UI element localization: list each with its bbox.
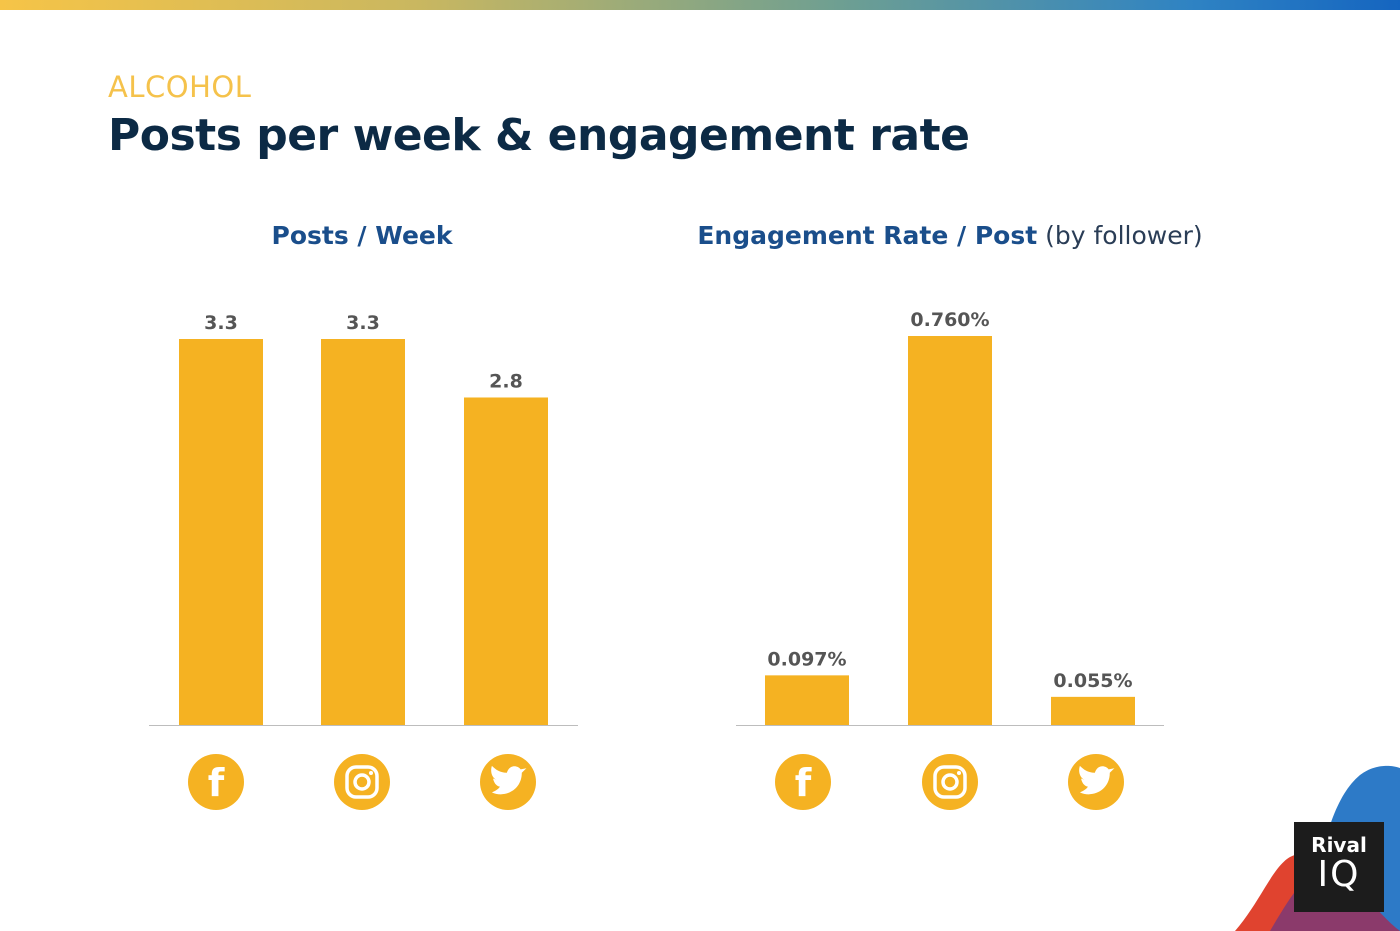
bar-twitter [464,397,548,725]
facebook-glyph: f [208,761,225,805]
icon-circle [188,754,244,810]
data-label-instagram: 0.760% [910,309,989,331]
icon-circle [922,754,978,810]
twitter-bird [1079,765,1115,795]
top-gradient-stripe [0,0,1400,10]
bar-facebook [179,339,263,725]
category-label: ALCOHOL [108,70,252,104]
facebook-icon: f [775,754,831,810]
chart-title-main: Posts / Week [271,221,453,250]
instagram-lens [353,773,371,791]
page-title: Posts per week & engagement rate [108,110,970,161]
facebook-glyph: f [795,761,812,805]
instagram-frame [933,765,967,799]
logo-top-text: Rival [1311,833,1367,857]
twitter-bird [491,765,527,795]
data-label-twitter: 2.8 [489,370,523,392]
engagement-rate-chart: 0.097% 0.760% 0.055% f [736,309,1164,810]
twitter-icon [1068,754,1124,810]
instagram-icon [922,754,978,810]
instagram-icon [334,754,390,810]
bar-facebook [765,675,849,725]
instagram-dot [369,771,373,775]
chart-subtitle: (by follower) [1045,221,1203,250]
instagram-dot [957,771,961,775]
bar-twitter [1051,696,1135,725]
data-label-facebook: 0.097% [767,648,846,670]
instagram-frame [345,765,379,799]
data-label-instagram: 3.3 [346,312,380,334]
bar-instagram [321,339,405,725]
instagram-lens [941,773,959,791]
twitter-icon [480,754,536,810]
logo-bottom-text: IQ [1317,854,1361,895]
chart-title-engagement: Engagement Rate / Post (by follower) [697,221,1202,250]
data-label-facebook: 3.3 [204,312,238,334]
chart-title-posts-week: Posts / Week [272,221,453,250]
icon-circle [334,754,390,810]
posts-week-chart: 3.3 3.3 2.8 f [149,312,578,810]
bar-instagram [908,336,992,725]
data-label-twitter: 0.055% [1053,670,1132,692]
icon-circle [775,754,831,810]
chart-title-main: Engagement Rate / Post [697,221,1038,250]
rivaliq-logo: Rival IQ [1294,822,1384,912]
facebook-icon: f [188,754,244,810]
